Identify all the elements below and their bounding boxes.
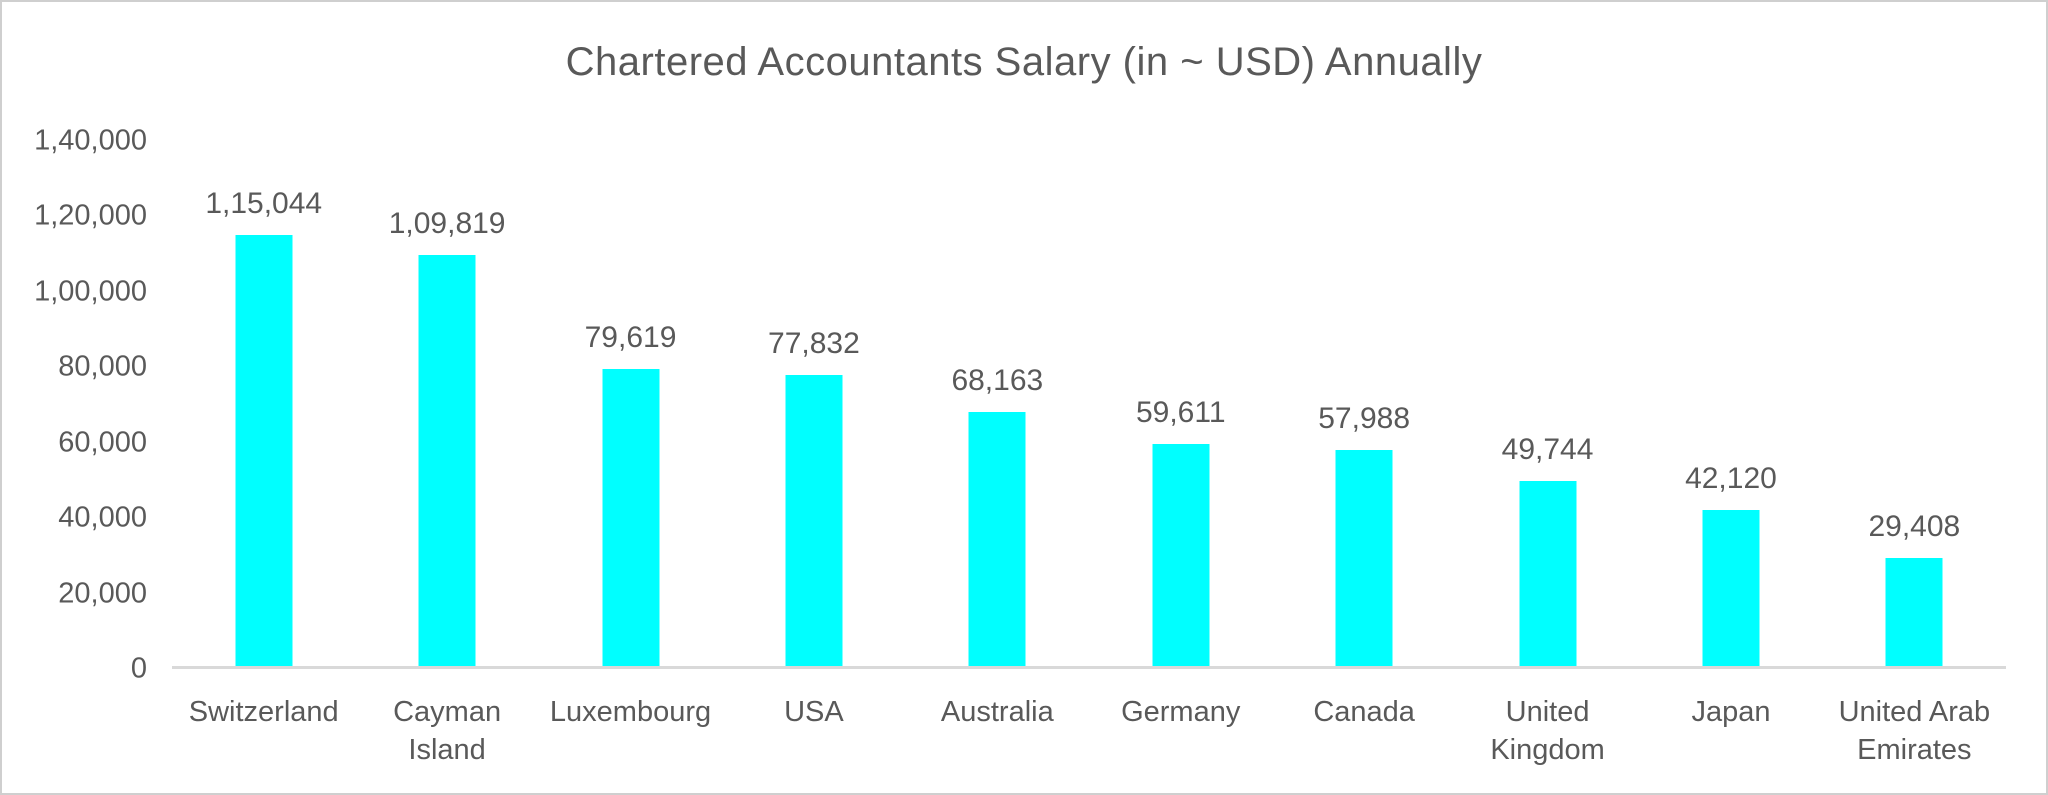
- bar-slot: 1,15,044: [172, 141, 355, 669]
- bar-value-label: 77,832: [768, 327, 860, 361]
- bar: [1152, 444, 1210, 669]
- bar: [1335, 450, 1393, 669]
- x-axis-slot: Canada: [1272, 694, 1455, 769]
- bar-slot: 49,744: [1456, 141, 1639, 669]
- category-label: USA: [784, 696, 844, 728]
- bar-value-label: 59,611: [1135, 396, 1226, 430]
- y-tick-label: 80,000: [58, 350, 147, 383]
- bar-slot: 57,988: [1272, 141, 1455, 669]
- bar: [1702, 510, 1760, 669]
- bar-slot: 79,619: [539, 141, 722, 669]
- category-label: United Arab Emirates: [1838, 696, 1991, 766]
- category-label: Switzerland: [188, 696, 339, 728]
- x-axis-slot: Japan: [1639, 694, 1822, 769]
- x-axis-slot: Luxembourg: [539, 694, 722, 769]
- bar: [235, 235, 293, 669]
- category-label: Japan: [1691, 696, 1771, 728]
- y-tick-label: 60,000: [58, 426, 147, 459]
- bar-value-label: 57,988: [1318, 402, 1411, 436]
- bar-slot: 29,408: [1823, 141, 2006, 669]
- bar-value-label: 42,120: [1685, 462, 1777, 496]
- x-axis-slot: United Arab Emirates: [1823, 694, 2006, 769]
- y-tick-label: 1,40,000: [34, 124, 147, 157]
- category-label: United Kingdom: [1490, 696, 1605, 766]
- bar-value-label: 1,15,044: [205, 187, 323, 221]
- category-label: Canada: [1313, 696, 1415, 728]
- bar-slot: 68,163: [906, 141, 1089, 669]
- bar-value-label: 29,408: [1868, 510, 1961, 544]
- category-label: Australia: [940, 696, 1054, 728]
- x-axis-line: [172, 666, 2006, 669]
- y-tick-label: 1,00,000: [34, 275, 147, 308]
- bar-slot: 77,832: [722, 141, 905, 669]
- bar: [602, 368, 660, 669]
- category-label: Luxembourg: [549, 696, 712, 728]
- bar-value-label: 68,163: [951, 363, 1044, 397]
- bar: [1519, 481, 1577, 669]
- category-label: Germany: [1121, 696, 1241, 728]
- chart-title: Chartered Accountants Salary (in ~ USD) …: [565, 40, 1483, 84]
- bar: [968, 411, 1026, 669]
- bar-value-label: 79,619: [584, 320, 677, 354]
- x-axis-slot: USA: [722, 694, 905, 769]
- bar: [1885, 558, 1943, 669]
- x-axis-slot: Germany: [1089, 694, 1272, 769]
- x-axis-slot: Cayman Island: [355, 694, 538, 769]
- bar: [785, 375, 843, 669]
- y-tick-label: 0: [130, 652, 147, 685]
- bar-slot: 1,09,819: [355, 141, 538, 669]
- bar-series: 1,15,044 1,09,819 79,619 77,832 68,163 59,611…: [172, 141, 2006, 669]
- category-label: Cayman Island: [393, 696, 502, 766]
- x-axis-slot: Switzerland: [172, 694, 355, 769]
- bar-value-label: 1,09,819: [388, 206, 506, 240]
- bar: [418, 254, 476, 669]
- x-axis-slot: United Kingdom: [1456, 694, 1639, 769]
- bar-slot: 42,120: [1639, 141, 1822, 669]
- y-tick-label: 1,20,000: [34, 199, 147, 232]
- y-tick-label: 40,000: [58, 501, 147, 534]
- x-axis: Switzerland Cayman Island Luxembourg USA Aus…: [172, 694, 2006, 769]
- bar-value-label: 49,744: [1501, 433, 1594, 467]
- y-tick-label: 20,000: [58, 577, 147, 610]
- bar-slot: 59,611: [1089, 141, 1272, 669]
- x-axis-slot: Australia: [906, 694, 1089, 769]
- plot-area: 1,15,044 1,09,819 79,619 77,832 68,163 59,611…: [172, 141, 2006, 669]
- y-axis: 0 20,000 40,000 60,000 80,000 1,00,000 1,20,00…: [2, 126, 147, 683]
